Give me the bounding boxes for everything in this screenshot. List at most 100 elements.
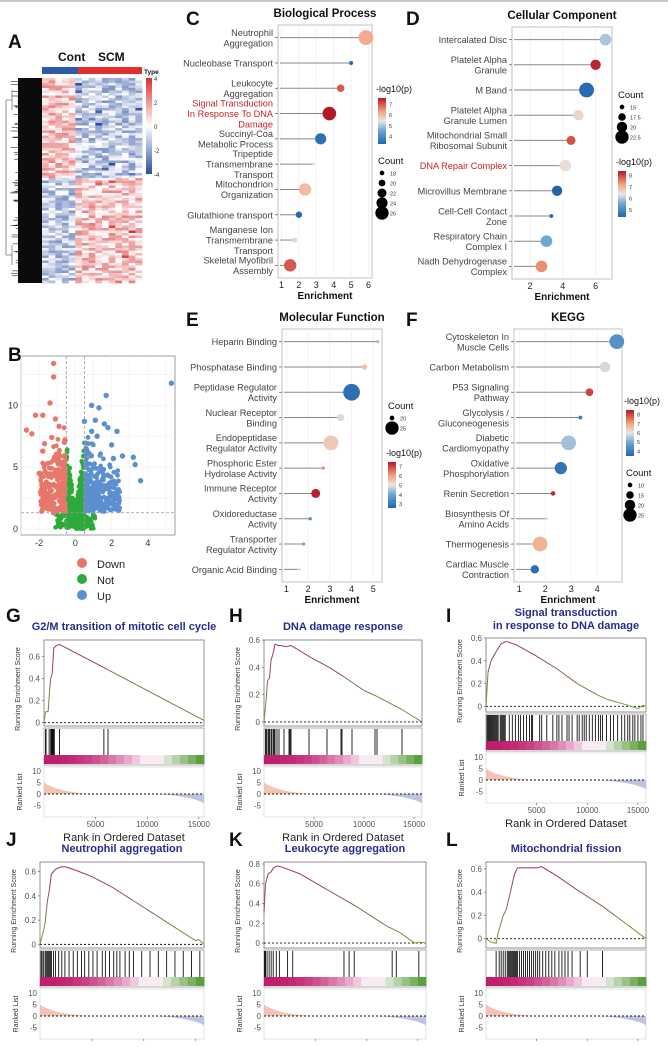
heatmap-cell (95, 173, 103, 176)
heatmap-cell (115, 263, 123, 266)
heatmap-cell (135, 148, 143, 151)
es-curve-segment (273, 865, 278, 869)
heatmap-cell (128, 118, 136, 121)
heatmap-cell (108, 105, 116, 109)
heatmap-cell (68, 128, 76, 131)
heatmap-cell (68, 220, 76, 224)
rank-gradient-segment (100, 755, 109, 764)
rank-gradient-segment (130, 977, 139, 986)
point-down (41, 501, 47, 507)
panel-letter-h: H (229, 606, 243, 627)
heatmap-cell (88, 133, 96, 136)
heatmap-cell (55, 278, 63, 281)
heatmap-cell (135, 125, 143, 129)
heatmap-cell (95, 110, 103, 114)
heatmap-cell (122, 168, 129, 171)
heatmap-cell (75, 265, 83, 269)
heatmap-cell (62, 230, 69, 234)
lollipop-dot (530, 565, 540, 574)
heatmap-cell (95, 250, 103, 254)
term-label: Nuclear Receptor (206, 408, 278, 418)
heatmap-cell (82, 223, 89, 226)
heatmap-cell (75, 223, 83, 226)
heatmap-cell (42, 208, 49, 211)
heatmap-cell (55, 238, 63, 241)
heatmap-cell (75, 130, 83, 134)
heatmap-cell (68, 105, 76, 109)
term-label: In Response To DNA (187, 109, 273, 119)
heatmap-cell (115, 90, 123, 94)
x-tick-label: 5000 (305, 820, 323, 829)
heatmap-cell (42, 218, 49, 221)
panel-letter-g: G (6, 606, 21, 627)
heatmap-cell (122, 203, 129, 206)
lollipop-dot (298, 183, 312, 196)
heatmap-cell (75, 145, 83, 149)
es-axis-label: Running Enrichment Score (235, 869, 242, 953)
point-not (55, 523, 60, 529)
heatmap-cell (128, 145, 136, 149)
es-curve-segment (375, 695, 403, 711)
heatmap-cell (95, 125, 103, 129)
es-curve-segment (281, 866, 290, 871)
heatmap-cell (122, 98, 129, 101)
point-down (51, 482, 57, 488)
heatmap-cell (42, 138, 49, 141)
x-tick-label: 10000 (136, 820, 159, 829)
heatmap-cell (82, 258, 89, 261)
heatmap-cell (48, 228, 56, 231)
heatmap-cell (88, 250, 96, 254)
heatmap-cell (122, 160, 129, 164)
heatmap-cell (42, 110, 49, 114)
heatmap-cell (88, 270, 96, 274)
point-not (91, 526, 96, 531)
heatmap-cell (115, 118, 123, 121)
heatmap-cell (62, 200, 69, 204)
heatmap-cell (48, 195, 56, 199)
heatmap-cell (115, 250, 123, 254)
term-label: Oxidative (471, 458, 509, 468)
x-tick-label: 4 (560, 281, 565, 291)
ranked-negative-area (377, 1016, 426, 1026)
es-tick-label: 0.6 (249, 880, 261, 889)
heatmap-cell (122, 228, 129, 231)
rank-gradient-segment (76, 755, 85, 764)
point-not (78, 475, 84, 480)
heatmap-cell (88, 175, 96, 179)
lollipop-dot (551, 185, 563, 196)
heatmap-cell (102, 203, 109, 206)
heatmap-cell (75, 168, 83, 171)
heatmap-cell (128, 233, 136, 236)
heatmap-cell (115, 165, 123, 169)
heatmap-cell (122, 208, 129, 211)
point-not (67, 521, 73, 527)
heatmap-cell (102, 168, 109, 171)
heatmap-cell (75, 138, 83, 141)
rank-gradient-segment (140, 755, 149, 764)
heatmap-cell (75, 115, 83, 119)
heatmap-cell (68, 108, 76, 111)
heatmap-cell (55, 150, 63, 154)
heatmap-cell (88, 93, 96, 96)
heatmap-cell (75, 198, 83, 201)
heatmap-cell (88, 150, 96, 154)
rank-gradient-segment (124, 755, 133, 764)
rank-gradient-segment (196, 755, 205, 764)
heatmap-cell (122, 138, 129, 141)
term-label: Transporter (230, 534, 277, 544)
heatmap-cell (55, 210, 63, 214)
rank-gradient-segment (494, 977, 503, 986)
rank-gradient-segment (638, 977, 647, 986)
heatmap-cell (108, 273, 116, 276)
heatmap-cell (108, 250, 116, 254)
heatmap-cell (122, 193, 129, 196)
heatmap-cell (42, 233, 49, 236)
heatmap-cell (82, 195, 89, 199)
heatmap-cell (62, 235, 69, 239)
heatmap-cell (95, 263, 103, 266)
heatmap-cell (82, 173, 89, 176)
heatmap-cell (128, 135, 136, 139)
heatmap-cell (75, 208, 83, 211)
es-curve-segment (91, 876, 113, 888)
heatmap-cell (55, 205, 63, 209)
